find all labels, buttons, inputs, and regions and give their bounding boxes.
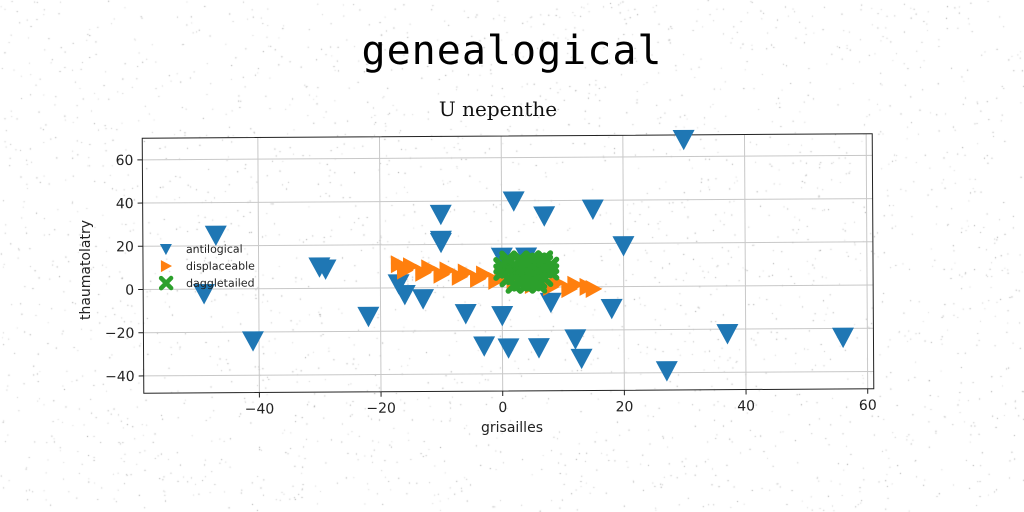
y-tick-label: 20 bbox=[116, 239, 134, 255]
data-point-antilogical bbox=[394, 285, 416, 305]
y-tick-label: 40 bbox=[116, 196, 134, 212]
legend-label-daggletailed: daggletailed bbox=[186, 277, 255, 290]
x-grid-line bbox=[744, 135, 746, 390]
y-tick-label: −40 bbox=[105, 369, 135, 385]
data-point-antilogical bbox=[412, 289, 434, 309]
data-point-antilogical bbox=[242, 331, 264, 351]
legend-marker-daggletailed bbox=[161, 278, 171, 288]
data-point-antilogical bbox=[656, 361, 678, 381]
x-grid-line bbox=[258, 138, 260, 393]
legend-marker-antilogical bbox=[160, 244, 172, 255]
y-tick-label: 60 bbox=[115, 153, 133, 169]
x-tick-label: 0 bbox=[498, 400, 507, 416]
y-grid-line bbox=[144, 371, 874, 375]
data-point-antilogical bbox=[455, 304, 477, 324]
data-point-antilogical bbox=[582, 200, 604, 220]
data-point-antilogical bbox=[571, 349, 593, 369]
data-point-antilogical bbox=[832, 328, 854, 348]
chart-title: U nepenthe bbox=[439, 97, 557, 121]
data-point-antilogical bbox=[540, 293, 562, 313]
legend: antilogical displaceable daggletailed bbox=[160, 243, 255, 291]
data-point-antilogical bbox=[473, 336, 495, 356]
x-tick-label: 40 bbox=[737, 398, 755, 414]
y-tick-label: −20 bbox=[105, 326, 135, 342]
x-tick-label: 60 bbox=[859, 398, 877, 414]
x-grid-line bbox=[379, 137, 381, 392]
data-point-antilogical bbox=[528, 338, 550, 358]
data-point-antilogical bbox=[357, 307, 379, 327]
y-axis-title: thaumatolatry bbox=[78, 220, 94, 320]
y-grid-line bbox=[142, 155, 872, 159]
y-grid-line bbox=[143, 242, 873, 246]
data-marks bbox=[192, 129, 854, 385]
data-point-antilogical bbox=[716, 324, 738, 344]
legend-label-displaceable: displaceable bbox=[186, 260, 255, 273]
data-point-antilogical bbox=[564, 329, 586, 349]
legend-marker-displaceable bbox=[161, 260, 172, 272]
x-tick-label: −20 bbox=[366, 401, 396, 417]
data-point-antilogical bbox=[430, 205, 452, 225]
x-grid-line bbox=[866, 134, 868, 389]
data-point-antilogical bbox=[491, 306, 513, 326]
data-point-antilogical bbox=[497, 338, 519, 358]
y-tick-label: 0 bbox=[125, 283, 134, 299]
data-point-antilogical bbox=[503, 191, 525, 211]
data-point-antilogical bbox=[673, 130, 695, 150]
data-point-antilogical bbox=[612, 236, 634, 256]
legend-label-antilogical: antilogical bbox=[186, 243, 243, 256]
x-grid-line bbox=[623, 135, 625, 390]
data-point-antilogical bbox=[533, 206, 555, 226]
x-axis-title: grisailles bbox=[481, 420, 543, 436]
x-tick-label: −40 bbox=[245, 401, 275, 417]
x-tick-label: 20 bbox=[616, 399, 634, 415]
data-point-antilogical bbox=[430, 231, 452, 251]
data-point-antilogical bbox=[601, 299, 623, 319]
